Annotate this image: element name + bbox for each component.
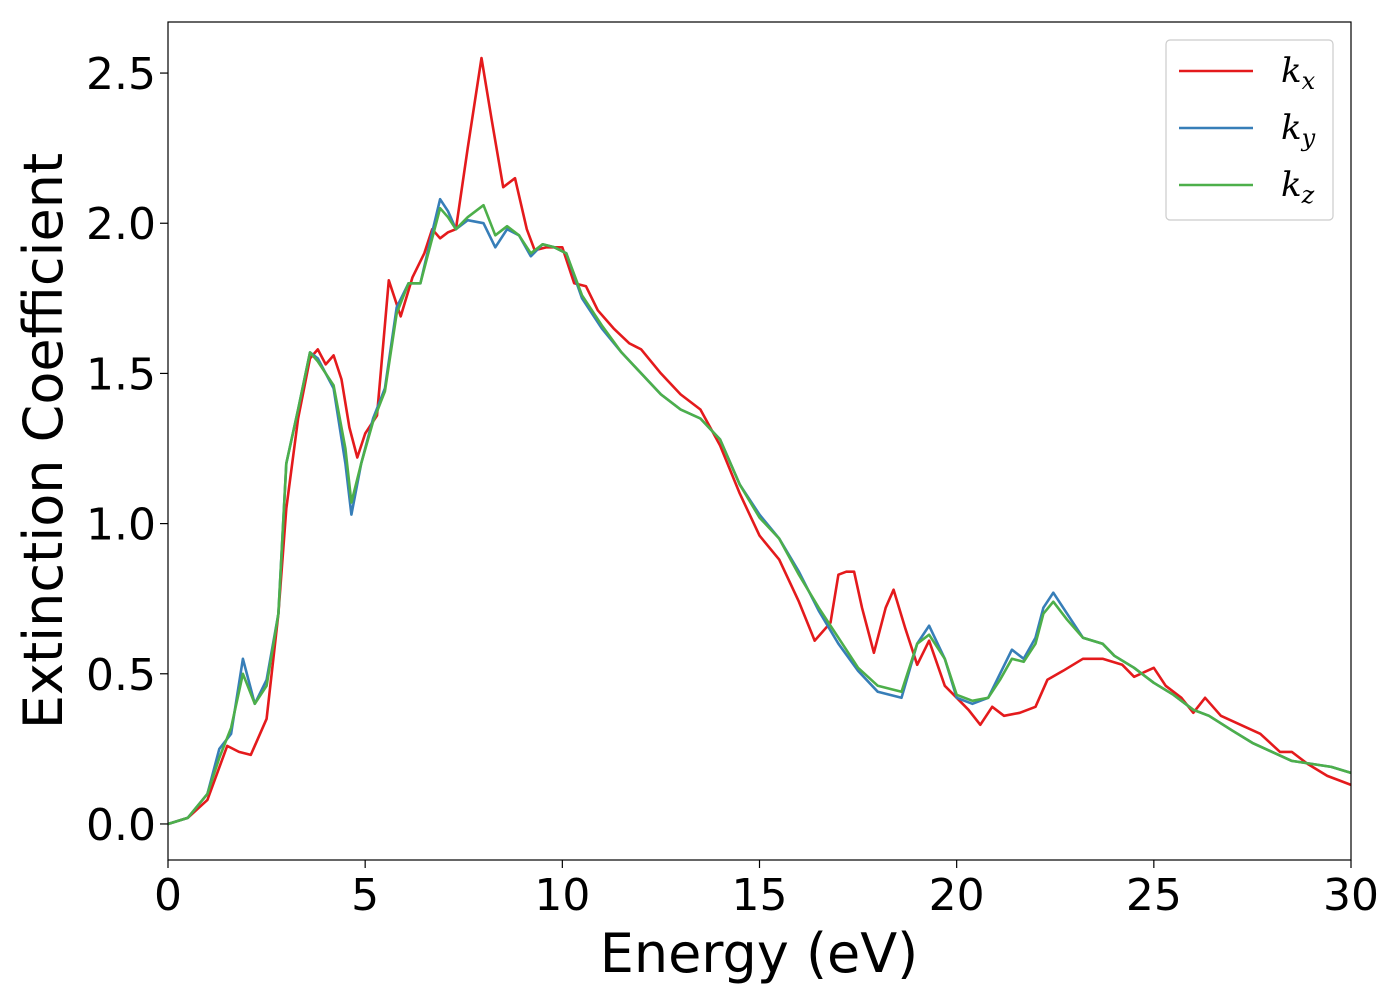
series-line-k-z bbox=[167, 203, 1352, 826]
y-axis-ticks: 0.0 0.5 1.0 1.5 2.0 2.5 bbox=[86, 49, 168, 851]
legend-label-subscript: z bbox=[1301, 181, 1315, 209]
legend-label: kz bbox=[1281, 165, 1315, 209]
x-tick-label: 20 bbox=[929, 870, 985, 921]
series-line-k-x bbox=[167, 56, 1352, 826]
y-tick-label: 2.5 bbox=[86, 49, 156, 100]
series-layer bbox=[167, 56, 1352, 826]
legend-entry-k-x: kx bbox=[1179, 51, 1316, 95]
legend-label: kx bbox=[1281, 51, 1316, 95]
legend-label-subscript: x bbox=[1302, 67, 1316, 95]
legend-label-main: k bbox=[1281, 108, 1302, 148]
legend-box bbox=[1165, 39, 1334, 221]
x-axis-ticks: 0 5 10 15 20 25 30 bbox=[154, 860, 1379, 921]
legend-label: ky bbox=[1281, 108, 1316, 152]
legend-label-subscript: y bbox=[1301, 124, 1316, 152]
x-tick-label: 25 bbox=[1126, 870, 1182, 921]
x-axis-title: Energy (eV) bbox=[600, 922, 919, 985]
y-axis-title: Extinction Coefficient bbox=[12, 153, 75, 729]
x-tick-label: 15 bbox=[732, 870, 788, 921]
y-tick-label: 1.5 bbox=[86, 349, 156, 400]
y-tick-label: 1.0 bbox=[86, 500, 156, 551]
legend-label-main: k bbox=[1281, 165, 1302, 205]
x-tick-label: 30 bbox=[1323, 870, 1379, 921]
x-tick-label: 5 bbox=[351, 870, 379, 921]
x-tick-label: 10 bbox=[534, 870, 590, 921]
legend-entry-k-z: kz bbox=[1179, 165, 1315, 209]
legend-entry-k-y: ky bbox=[1179, 108, 1316, 152]
y-tick-label: 0.0 bbox=[86, 800, 156, 851]
y-tick-label: 2.0 bbox=[86, 199, 156, 250]
x-tick-label: 0 bbox=[154, 870, 182, 921]
y-tick-label: 0.5 bbox=[86, 650, 156, 701]
series-line-k-y bbox=[167, 197, 1352, 826]
legend-label-main: k bbox=[1281, 51, 1302, 91]
